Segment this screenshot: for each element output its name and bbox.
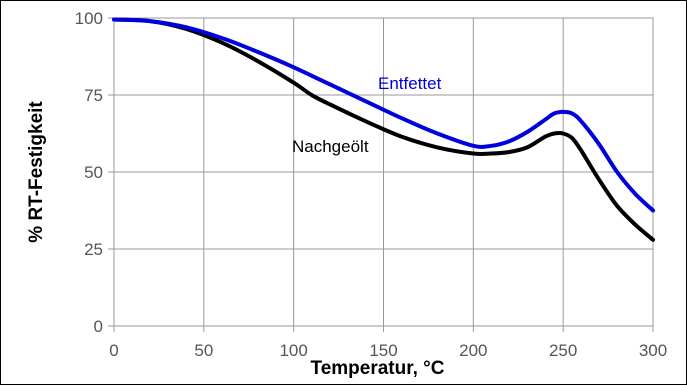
y-tick-label-4: 100 <box>75 9 103 28</box>
y-axis-title: % RT-Festigkeit <box>26 101 47 243</box>
y-tick-label-2: 50 <box>84 163 103 182</box>
x-tick-label-5: 250 <box>549 341 577 360</box>
x-tick-label-1: 50 <box>194 341 213 360</box>
x-tick-label-4: 200 <box>459 341 487 360</box>
y-tick-label-3: 75 <box>84 86 103 105</box>
series-line-entfettet <box>112 17 655 213</box>
series-label-nachgeoelt: Nachgeölt <box>292 137 369 156</box>
x-tick-label-6: 300 <box>639 341 667 360</box>
y-tick-label-1: 25 <box>84 240 103 259</box>
series-lines <box>112 17 655 242</box>
series-line-nachgeoelt <box>112 17 655 242</box>
grid-lines <box>108 17 654 332</box>
x-axis-title: Temperatur, °C <box>311 358 445 379</box>
x-tick-label-0: 0 <box>109 341 118 360</box>
x-tick-label-2: 100 <box>279 341 307 360</box>
tick-labels: 0 50 100 150 200 250 300 0 25 50 75 100 <box>75 9 668 360</box>
series-label-entfettet: Entfettet <box>378 74 442 93</box>
y-tick-label-0: 0 <box>94 317 103 336</box>
x-tick-label-3: 150 <box>369 341 397 360</box>
